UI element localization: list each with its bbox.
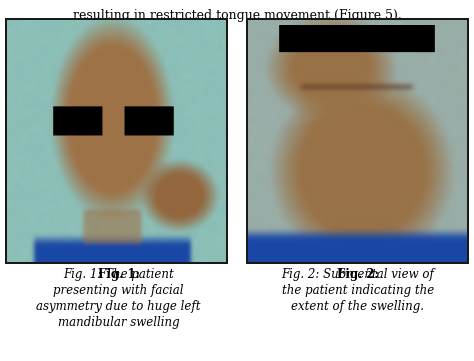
Text: Fig. 2:: Fig. 2: bbox=[337, 269, 379, 282]
Text: Fig. 2: Submental view of
the patient indicating the
extent of the swelling.: Fig. 2: Submental view of the patient in… bbox=[282, 269, 434, 313]
Text: resulting in restricted tongue movement (Figure 5).: resulting in restricted tongue movement … bbox=[73, 9, 401, 22]
Text: Fig. 1:: Fig. 1: bbox=[98, 269, 139, 282]
Text: Fig. 1: The patient
presenting with facial
asymmetry due to huge left
mandibular: Fig. 1: The patient presenting with faci… bbox=[36, 269, 201, 329]
